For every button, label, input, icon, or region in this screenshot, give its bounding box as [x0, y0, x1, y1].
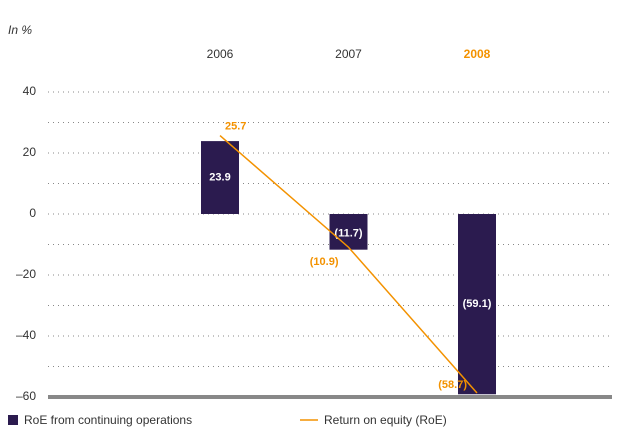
legend-label: RoE from continuing operations [24, 413, 192, 427]
y-tick-label: –20 [16, 267, 36, 281]
y-tick-label: 20 [23, 145, 37, 159]
bar-label: 23.9 [209, 171, 230, 183]
subtitle: In % [8, 23, 32, 37]
y-tick-label: –40 [16, 328, 36, 342]
legend-label: Return on equity (RoE) [324, 413, 447, 427]
bar [329, 214, 368, 250]
bar-label: (59.1) [463, 298, 492, 310]
category-label: 2008 [464, 47, 491, 61]
line-label: (58.7) [438, 379, 467, 391]
line [219, 135, 478, 394]
y-tick-label: 0 [29, 206, 36, 220]
bar [201, 141, 239, 214]
line-label: 25.7 [225, 121, 246, 133]
line-label: (10.9) [310, 256, 339, 268]
bar-label: (11.7) [334, 228, 362, 240]
y-tick-label: 40 [23, 84, 37, 98]
legend-swatch [8, 415, 18, 425]
category-label: 2007 [335, 47, 362, 61]
y-tick-label: –60 [16, 389, 36, 403]
bar [458, 214, 496, 395]
category-label: 2006 [207, 47, 234, 61]
